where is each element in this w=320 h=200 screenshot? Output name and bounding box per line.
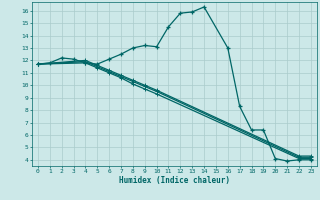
X-axis label: Humidex (Indice chaleur): Humidex (Indice chaleur)	[119, 176, 230, 185]
